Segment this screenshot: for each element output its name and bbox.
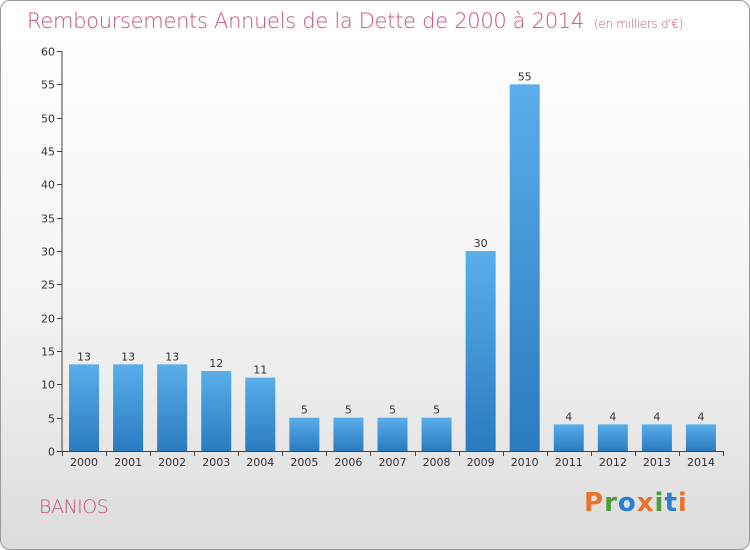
commune-name: BANIOS (39, 496, 109, 518)
bar (509, 84, 540, 451)
data-label: 5 (301, 404, 308, 417)
data-label: 11 (253, 364, 267, 377)
y-tick-label: 50 (41, 113, 55, 126)
y-axis: 0 5 10 15 20 25 30 35 40 45 50 55 60 (41, 46, 63, 459)
x-tick-label: 2009 (467, 456, 495, 469)
bar (201, 371, 232, 451)
y-tick-label: 0 (48, 446, 55, 459)
bar (465, 251, 496, 451)
x-tick-label: 2014 (687, 456, 715, 469)
bar (69, 364, 100, 451)
x-tick-label: 2008 (423, 456, 451, 469)
y-tick-label: 55 (41, 79, 55, 92)
logo-letter: r (604, 488, 618, 518)
x-tick-label: 2001 (114, 456, 142, 469)
data-label: 13 (121, 350, 135, 363)
proxiti-logo: Proxiti (584, 488, 688, 518)
bar (157, 364, 188, 451)
chart-title: Remboursements Annuels de la Dette de 20… (27, 9, 683, 33)
data-label: 5 (345, 404, 352, 417)
bar (333, 417, 364, 451)
logo-letter: i (677, 488, 688, 518)
data-label: 5 (433, 404, 440, 417)
x-tick-label: 2010 (511, 456, 539, 469)
bar (685, 424, 716, 451)
x-tick-label: 2012 (599, 456, 627, 469)
y-tick-label: 10 (41, 379, 55, 392)
bar (553, 424, 584, 451)
bar (245, 377, 276, 451)
logo-letter: i (654, 488, 665, 518)
chart-subtitle: (en milliers d'€) (594, 17, 684, 31)
logo-letter: o (617, 488, 637, 518)
x-tick-label: 2006 (334, 456, 362, 469)
y-tick-label: 35 (41, 213, 55, 226)
y-tick-label: 45 (41, 146, 55, 159)
data-label: 12 (209, 357, 223, 370)
bar (289, 417, 320, 451)
bar (597, 424, 628, 451)
x-tick-label: 2004 (246, 456, 274, 469)
data-label: 4 (653, 410, 660, 423)
data-label: 13 (77, 350, 91, 363)
y-tick-label: 5 (48, 413, 55, 426)
logo-letter: P (584, 488, 605, 518)
x-tick-label: 2011 (555, 456, 583, 469)
y-tick-label: 20 (41, 313, 55, 326)
x-tick-label: 2002 (158, 456, 186, 469)
x-tick-label: 2003 (202, 456, 230, 469)
data-label: 4 (565, 410, 572, 423)
y-tick-label: 30 (41, 246, 55, 259)
x-tick-label: 2013 (643, 456, 671, 469)
data-label: 30 (474, 237, 488, 250)
y-tick-label: 15 (41, 346, 55, 359)
data-label: 55 (518, 70, 532, 83)
y-tick-label: 25 (41, 279, 55, 292)
data-label: 4 (697, 410, 704, 423)
bar (421, 417, 452, 451)
x-tick-label: 2007 (379, 456, 407, 469)
logo-letter: x (636, 488, 655, 518)
bar (377, 417, 408, 451)
y-tick-label: 40 (41, 179, 55, 192)
bar (113, 364, 144, 451)
bar (641, 424, 672, 451)
x-tick-label: 2005 (290, 456, 318, 469)
data-label: 5 (389, 404, 396, 417)
chart-title-text: Remboursements Annuels de la Dette de 20… (27, 9, 584, 33)
data-label: 4 (609, 410, 616, 423)
x-tick-label: 2000 (70, 456, 98, 469)
logo-letter: t (664, 488, 678, 518)
y-tick-label: 60 (41, 46, 55, 59)
x-axis: 2000 2001 2002 2003 2004 2005 2006 2007 2008 2009… (62, 451, 724, 469)
data-label: 13 (165, 350, 179, 363)
